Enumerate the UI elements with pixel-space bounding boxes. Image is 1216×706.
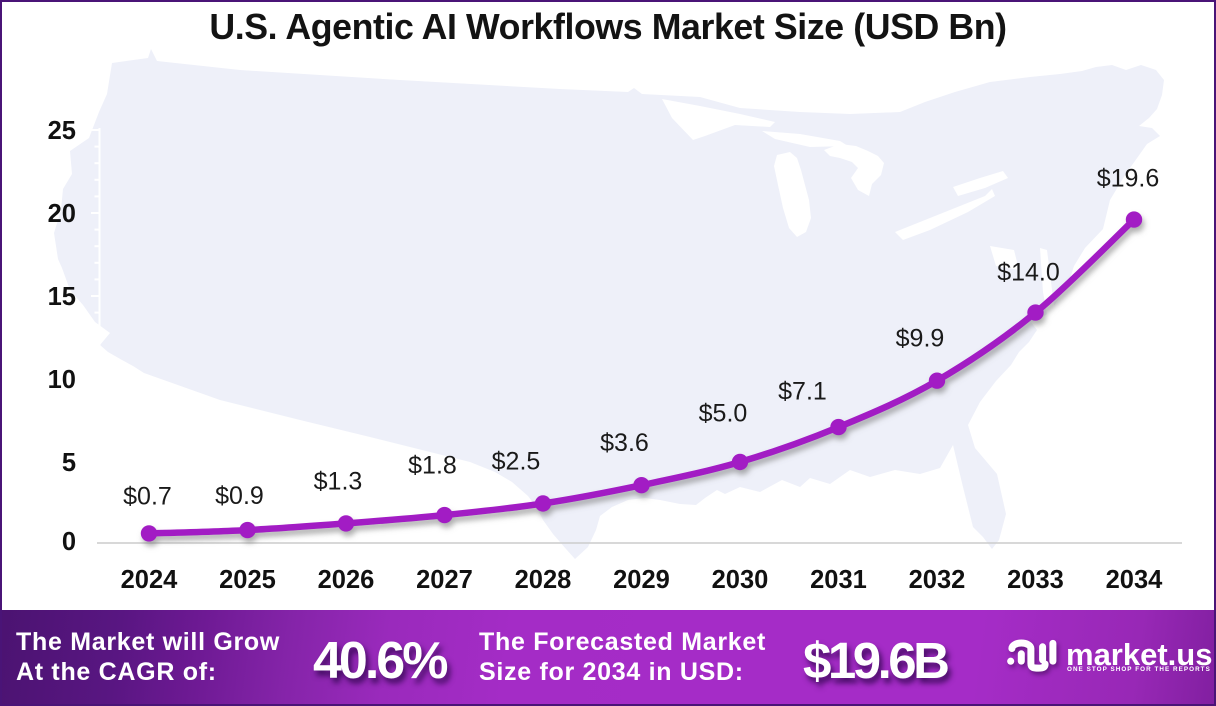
svg-text:2032: 2032 <box>909 566 966 594</box>
svg-text:$5.0: $5.0 <box>699 400 748 428</box>
svg-text:$19.6: $19.6 <box>1097 165 1160 193</box>
svg-text:25: 25 <box>48 117 76 145</box>
svg-text:20: 20 <box>48 200 76 228</box>
svg-text:$9.9: $9.9 <box>896 325 945 353</box>
svg-text:2033: 2033 <box>1007 566 1064 594</box>
svg-text:2026: 2026 <box>318 566 375 594</box>
svg-text:$1.3: $1.3 <box>314 467 363 495</box>
svg-text:$3.6: $3.6 <box>600 429 649 457</box>
svg-text:10: 10 <box>48 366 76 394</box>
svg-text:$14.0: $14.0 <box>997 259 1060 287</box>
svg-text:$0.7: $0.7 <box>123 483 172 511</box>
svg-text:$1.8: $1.8 <box>408 452 457 480</box>
svg-text:2031: 2031 <box>810 566 867 594</box>
svg-text:2025: 2025 <box>219 566 276 594</box>
svg-text:2034: 2034 <box>1106 566 1164 594</box>
svg-text:2024: 2024 <box>121 566 179 594</box>
svg-text:$7.1: $7.1 <box>778 378 827 406</box>
svg-text:2028: 2028 <box>515 566 572 594</box>
svg-text:$0.9: $0.9 <box>215 482 264 510</box>
svg-text:0: 0 <box>62 528 76 556</box>
svg-text:5: 5 <box>62 449 76 477</box>
svg-text:2030: 2030 <box>712 566 769 594</box>
svg-text:15: 15 <box>48 283 76 311</box>
svg-text:2029: 2029 <box>613 566 670 594</box>
svg-text:$2.5: $2.5 <box>492 448 541 476</box>
svg-text:2027: 2027 <box>416 566 473 594</box>
